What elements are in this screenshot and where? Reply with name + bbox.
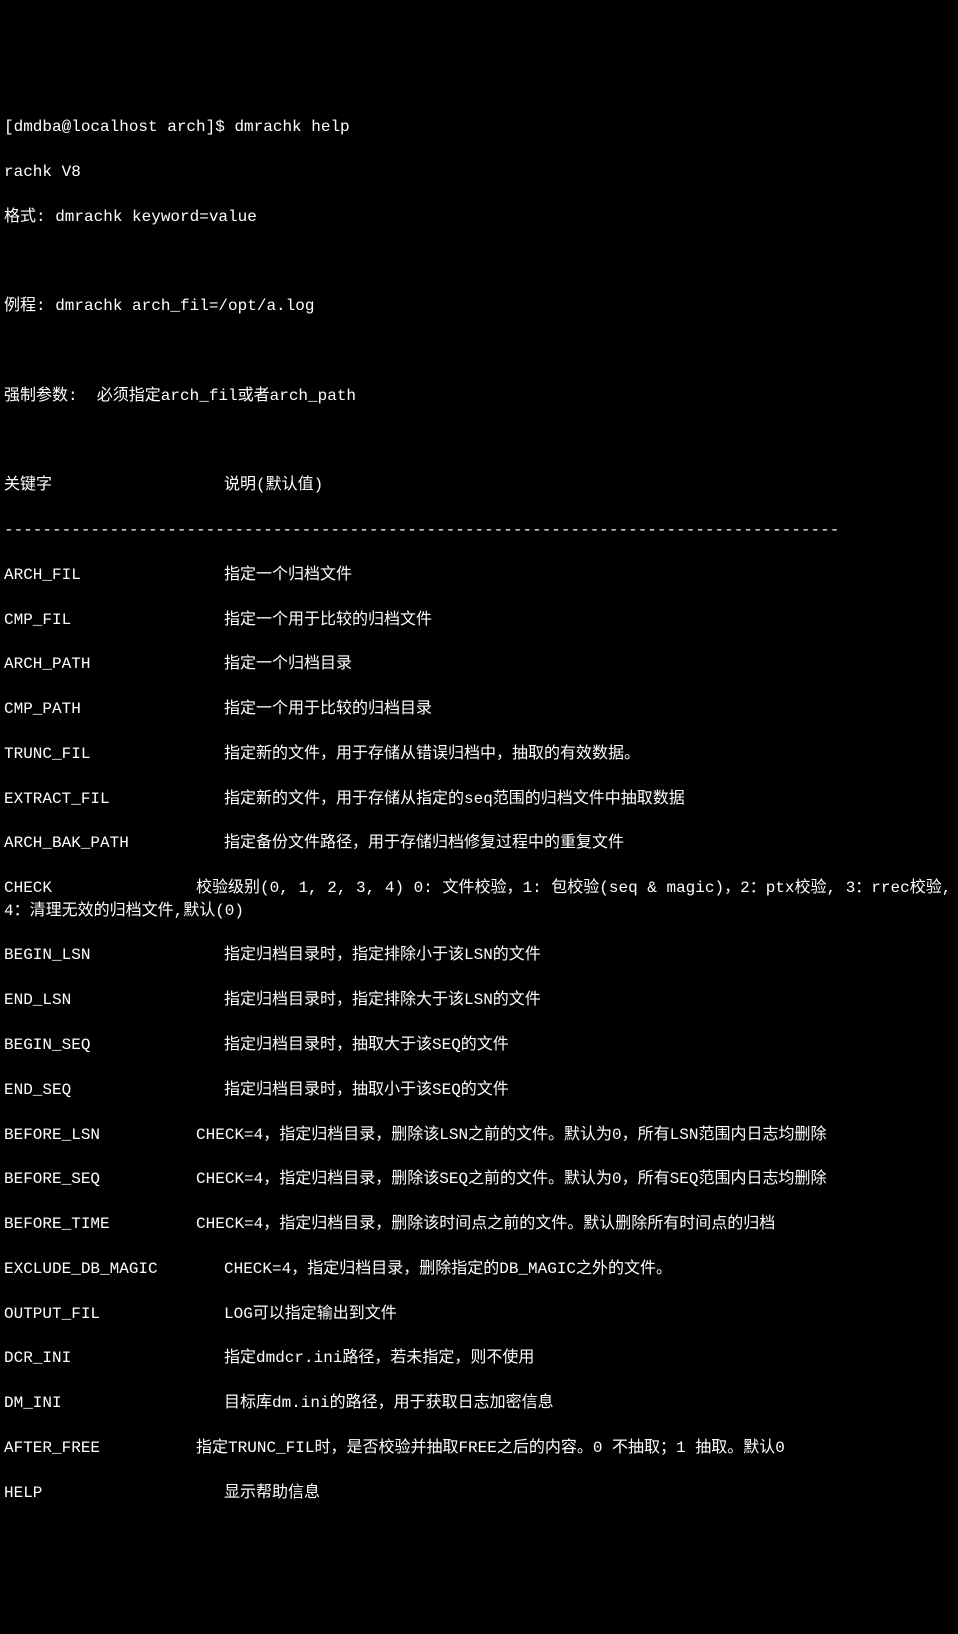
param-row-after-free: AFTER_FREE 指定TRUNC_FIL时，是否校验并抽取FREE之后的内容… xyxy=(4,1437,954,1459)
param-key: BEGIN_LSN xyxy=(4,944,224,966)
param-desc: 指定归档目录时，指定排除小于该LSN的文件 xyxy=(224,944,954,966)
param-key: ARCH_FIL xyxy=(4,564,224,586)
param-row: BEGIN_SEQ指定归档目录时，抽取大于该SEQ的文件 xyxy=(4,1034,954,1056)
param-key: CMP_FIL xyxy=(4,609,224,631)
param-desc: CHECK=4，指定归档目录，删除指定的DB_MAGIC之外的文件。 xyxy=(224,1258,954,1280)
param-desc: 指定一个归档文件 xyxy=(224,564,954,586)
param-desc: 指定新的文件，用于存储从指定的seq范围的归档文件中抽取数据 xyxy=(224,788,954,810)
param-row: BEGIN_LSN指定归档目录时，指定排除小于该LSN的文件 xyxy=(4,944,954,966)
param-row: DM_INI目标库dm.ini的路径，用于获取日志加密信息 xyxy=(4,1392,954,1414)
param-row: OUTPUT_FILLOG可以指定输出到文件 xyxy=(4,1303,954,1325)
param-row: EXCLUDE_DB_MAGICCHECK=4，指定归档目录，删除指定的DB_M… xyxy=(4,1258,954,1280)
param-key: DCR_INI xyxy=(4,1347,224,1369)
param-desc: LOG可以指定输出到文件 xyxy=(224,1303,954,1325)
param-desc: 指定一个归档目录 xyxy=(224,653,954,675)
blank-line xyxy=(4,250,954,272)
param-key: TRUNC_FIL xyxy=(4,743,224,765)
param-row: CMP_PATH指定一个用于比较的归档目录 xyxy=(4,698,954,720)
param-row: END_SEQ指定归档目录时，抽取小于该SEQ的文件 xyxy=(4,1079,954,1101)
param-key: ARCH_PATH xyxy=(4,653,224,675)
param-row: TRUNC_FIL指定新的文件，用于存储从错误归档中，抽取的有效数据。 xyxy=(4,743,954,765)
param-key: EXTRACT_FIL xyxy=(4,788,224,810)
param-desc: 指定备份文件路径，用于存储归档修复过程中的重复文件 xyxy=(224,832,954,854)
param-desc: 指定归档目录时，指定排除大于该LSN的文件 xyxy=(224,989,954,1011)
param-row: END_LSN指定归档目录时，指定排除大于该LSN的文件 xyxy=(4,989,954,1011)
param-row: ARCH_FIL指定一个归档文件 xyxy=(4,564,954,586)
param-desc: 指定一个用于比较的归档文件 xyxy=(224,609,954,631)
param-key: ARCH_BAK_PATH xyxy=(4,832,224,854)
param-row-before-time: BEFORE_TIME CHECK=4，指定归档目录，删除该时间点之前的文件。默… xyxy=(4,1213,954,1235)
param-desc: 指定新的文件，用于存储从错误归档中，抽取的有效数据。 xyxy=(224,743,954,765)
param-key: HELP xyxy=(4,1482,224,1504)
param-key: BEGIN_SEQ xyxy=(4,1034,224,1056)
header-desc: 说明(默认值) xyxy=(224,474,323,496)
param-desc: 指定归档目录时，抽取小于该SEQ的文件 xyxy=(224,1079,954,1101)
header-row: 关键字说明(默认值) xyxy=(4,474,954,496)
param-row-before-seq: BEFORE_SEQ CHECK=4，指定归档目录，删除该SEQ之前的文件。默认… xyxy=(4,1168,954,1190)
required-line: 强制参数: 必须指定arch_fil或者arch_path xyxy=(4,385,954,407)
terminal-output: [dmdba@localhost arch]$ dmrachk help rac… xyxy=(4,94,954,1527)
param-desc: 目标库dm.ini的路径，用于获取日志加密信息 xyxy=(224,1392,954,1414)
example-line: 例程: dmrachk arch_fil=/opt/a.log xyxy=(4,295,954,317)
param-key: CMP_PATH xyxy=(4,698,224,720)
param-row: CMP_FIL指定一个用于比较的归档文件 xyxy=(4,609,954,631)
blank-line xyxy=(4,429,954,451)
blank-line xyxy=(4,340,954,362)
separator: ----------------------------------------… xyxy=(4,519,954,541)
header-key: 关键字 xyxy=(4,474,224,496)
param-desc: 指定归档目录时，抽取大于该SEQ的文件 xyxy=(224,1034,954,1056)
param-row: DCR_INI指定dmdcr.ini路径，若未指定，则不使用 xyxy=(4,1347,954,1369)
param-desc: 显示帮助信息 xyxy=(224,1482,954,1504)
version-line: rachk V8 xyxy=(4,161,954,183)
param-desc: 指定一个用于比较的归档目录 xyxy=(224,698,954,720)
param-key: END_SEQ xyxy=(4,1079,224,1101)
param-desc: 指定dmdcr.ini路径，若未指定，则不使用 xyxy=(224,1347,954,1369)
param-key: END_LSN xyxy=(4,989,224,1011)
param-row-check: CHECK 校验级别(0, 1, 2, 3, 4) 0: 文件校验，1: 包校验… xyxy=(4,877,954,922)
param-row: ARCH_PATH指定一个归档目录 xyxy=(4,653,954,675)
param-row: ARCH_BAK_PATH指定备份文件路径，用于存储归档修复过程中的重复文件 xyxy=(4,832,954,854)
param-row: HELP显示帮助信息 xyxy=(4,1482,954,1504)
param-key: EXCLUDE_DB_MAGIC xyxy=(4,1258,224,1280)
param-row: EXTRACT_FIL指定新的文件，用于存储从指定的seq范围的归档文件中抽取数… xyxy=(4,788,954,810)
param-key: DM_INI xyxy=(4,1392,224,1414)
prompt-line: [dmdba@localhost arch]$ dmrachk help xyxy=(4,116,954,138)
format-line: 格式: dmrachk keyword=value xyxy=(4,206,954,228)
param-row-before-lsn: BEFORE_LSN CHECK=4，指定归档目录，删除该LSN之前的文件。默认… xyxy=(4,1124,954,1146)
param-key: OUTPUT_FIL xyxy=(4,1303,224,1325)
